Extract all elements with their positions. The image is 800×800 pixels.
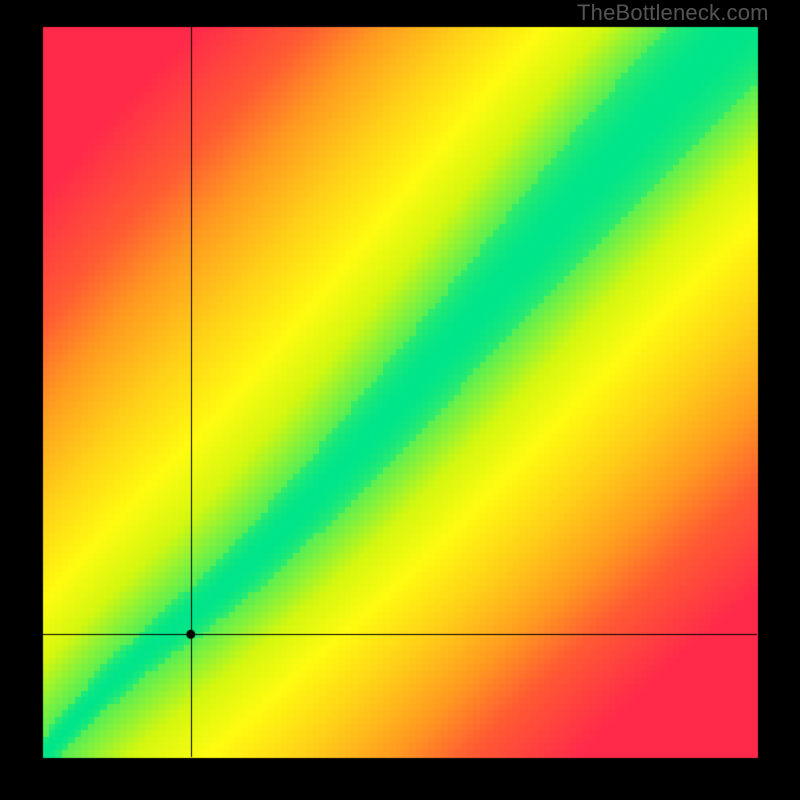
chart-container: TheBottleneck.com [0, 0, 800, 800]
heatmap-canvas [0, 0, 800, 800]
watermark-text: TheBottleneck.com [577, 0, 769, 26]
